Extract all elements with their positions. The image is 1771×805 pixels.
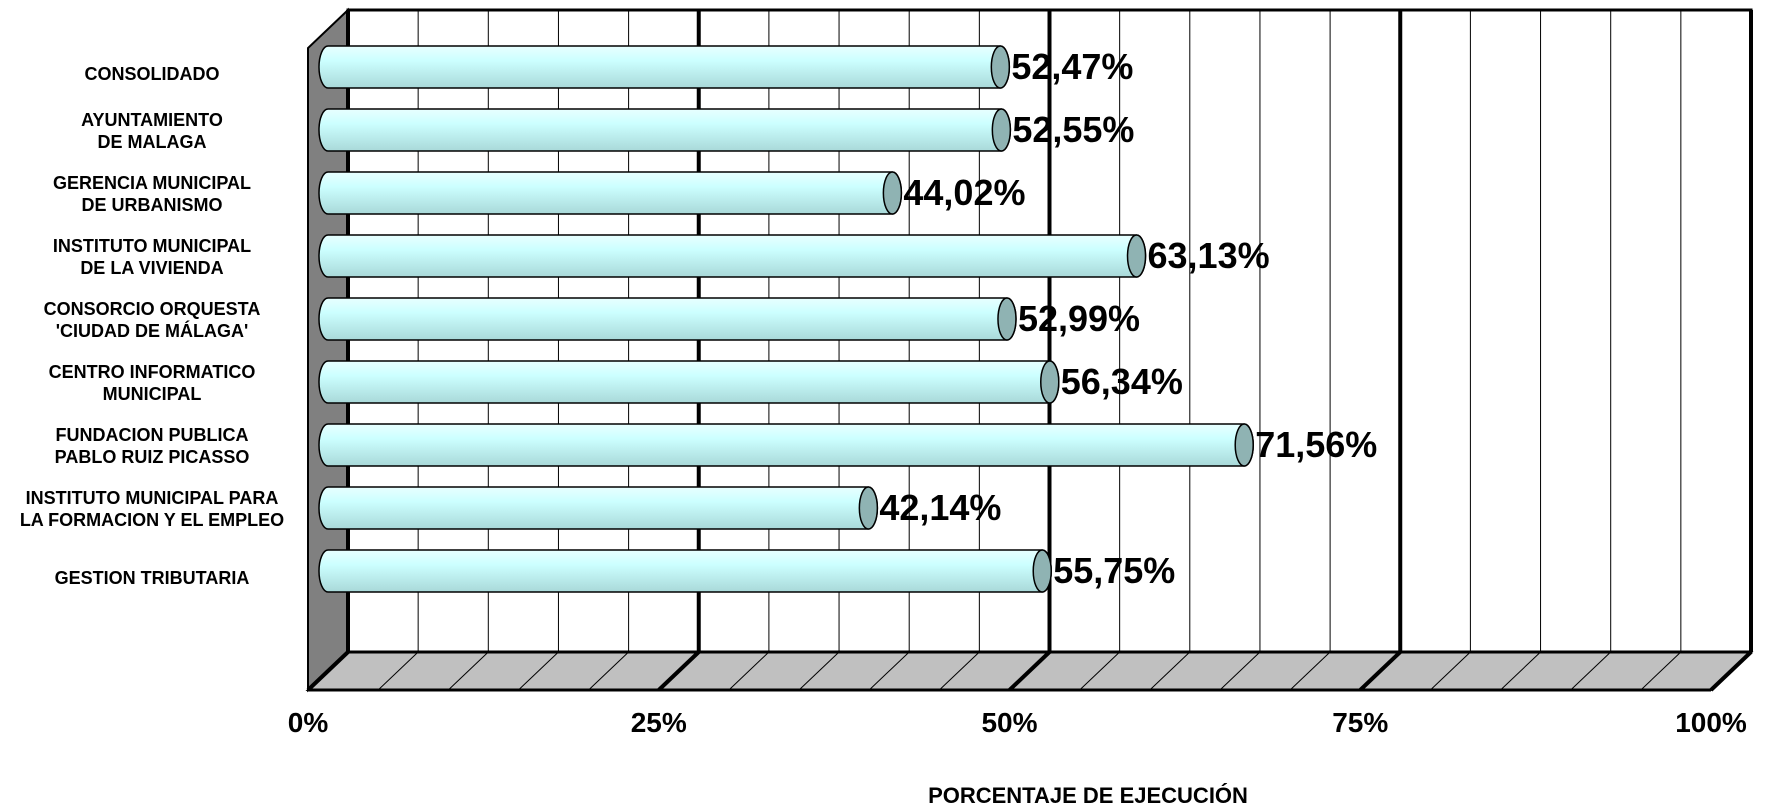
floor-minor-gridline [588,651,629,691]
floor-major-gridline [1709,650,1753,692]
bar [318,234,1147,278]
bar-end-cap [1040,360,1060,404]
bar-body [318,171,903,215]
data-label: 63,13% [1148,235,1270,276]
floor-minor-gridline [447,651,489,691]
x-axis-title: PORCENTAJE DE EJECUCIÓN [928,783,1248,805]
floor-minor-gridline [1570,651,1612,691]
x-tick-label: 50% [981,707,1037,738]
data-label: 52,55% [1012,109,1134,150]
floor-minor-gridline [798,651,840,691]
floor-major-gridline [306,650,350,692]
data-label: 52,47% [1011,46,1133,87]
bar [318,297,1017,341]
bar [318,171,903,215]
bar-body [318,234,1147,278]
floor-minor-gridline [1289,651,1331,691]
bar [318,423,1254,467]
bar-body [318,486,879,530]
floor-minor-gridline [728,651,770,691]
floor-major-gridline [1008,650,1051,692]
bar [318,45,1011,89]
bar [318,549,1052,593]
x-tick-label: 100% [1675,707,1747,738]
floor-major-gridline [1358,650,1402,692]
floor-minor-gridline [1149,651,1191,691]
bar-body [318,360,1060,404]
data-label: 71,56% [1255,424,1377,465]
bar-end-cap [882,171,903,215]
bar-end-cap [1126,234,1147,278]
floor-minor-gridline [377,651,419,691]
category-label: CONSORCIO ORQUESTA 'CIUDAD DE MÁLAGA' [44,299,261,341]
category-label: INSTITUTO MUNICIPAL PARA LA FORMACION Y E… [20,488,284,530]
bar-end-cap [990,45,1011,89]
floor-minor-gridline [1500,651,1541,691]
bar-body [318,45,1011,89]
bar [318,108,1012,152]
floor-minor-gridline [1430,651,1471,691]
category-label: CONSOLIDADO [85,64,220,84]
data-label: 52,99% [1018,298,1140,339]
bar [318,486,879,530]
category-label: AYUNTAMIENTO DE MALAGA [81,110,223,152]
x-tick-label: 25% [631,707,687,738]
category-label: CENTRO INFORMATICO MUNICIPAL [49,362,256,404]
floor-minor-gridline [518,651,559,691]
bar-body [318,297,1017,341]
bar-body [318,423,1254,467]
floor-minor-gridline [1640,651,1682,691]
bar [318,360,1060,404]
floor-minor-gridline [1219,651,1261,691]
bar-end-cap [991,108,1012,152]
x-tick-label: 75% [1332,707,1388,738]
chart-bars [318,45,1254,593]
floor-minor-gridline [1079,651,1120,691]
bar-body [318,108,1012,152]
data-label: 55,75% [1053,550,1175,591]
chart-labels: 52,47% CONSOLIDADO 52,55% AYUNTAMIENTO DE MA… [20,46,1747,738]
floor-major-gridline [657,650,701,692]
bar-end-cap [1234,423,1254,467]
data-label: 56,34% [1061,361,1183,402]
category-label: FUNDACION PUBLICA PABLO RUIZ PICASSO [55,425,250,467]
floor-minor-gridline [939,651,980,691]
bar-end-cap [1032,549,1052,593]
category-label: GESTION TRIBUTARIA [55,568,250,588]
bar-body [318,549,1052,593]
bar-end-cap [997,297,1017,341]
floor-minor-gridline [868,651,910,691]
data-label: 44,02% [903,172,1025,213]
category-label: GERENCIA MUNICIPAL DE URBANISMO [53,173,251,215]
category-label: INSTITUTO MUNICIPAL DE LA VIVIENDA [53,236,251,278]
data-label: 42,14% [879,487,1001,528]
bar-end-cap [858,486,879,530]
x-tick-label: 0% [288,707,329,738]
